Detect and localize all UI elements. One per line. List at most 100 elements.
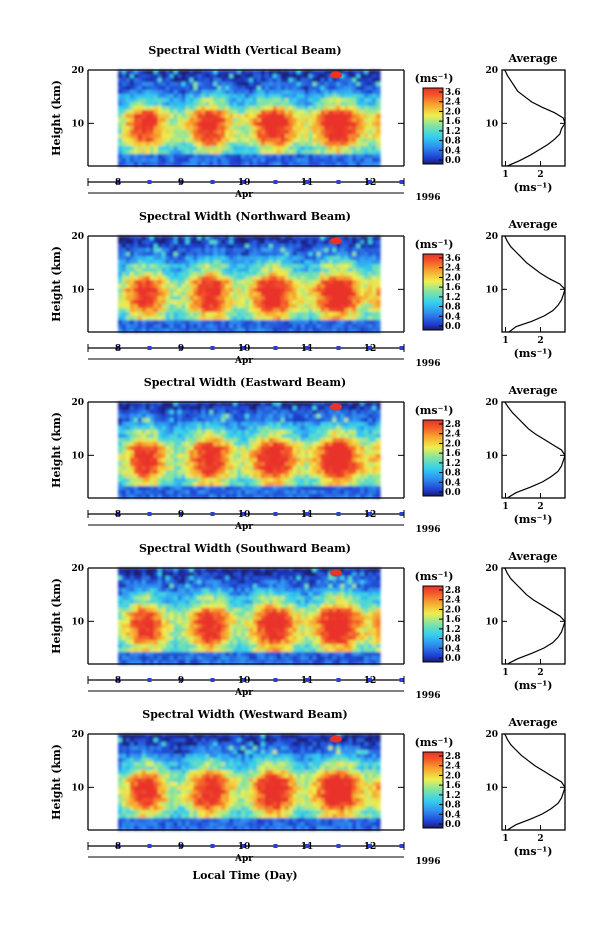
day-marker (305, 512, 309, 516)
profile-title: Average (507, 384, 557, 397)
colorbar-tick-label: 1.6 (445, 615, 461, 625)
colorbar-tick-label: 3.6 (445, 88, 461, 98)
profile-unit: (ms⁻¹) (514, 181, 553, 194)
colorbar-unit: (ms⁻¹) (415, 404, 454, 417)
x-tick-label: 9 (178, 344, 184, 354)
y-tick-label: 10 (71, 617, 84, 627)
day-marker (305, 844, 309, 848)
profile-y-label: 20 (485, 730, 498, 740)
x-tick-label: 8 (115, 842, 121, 852)
x-tick-label: 10 (238, 178, 251, 188)
x-tick-label: 11 (301, 676, 314, 686)
colorbar-tick-label: 0.0 (445, 156, 461, 166)
x-tick-label: 9 (178, 178, 184, 188)
day-marker (399, 844, 404, 848)
day-marker (399, 346, 404, 350)
heatmap-field (118, 402, 381, 499)
day-marker (336, 678, 341, 682)
profile-frame (501, 235, 566, 333)
colorbar-tick-label: 2.0 (445, 107, 461, 117)
x-tick-label: 12 (364, 344, 377, 354)
day-marker (116, 512, 120, 516)
profile-y-label: 10 (485, 783, 498, 793)
colorbar-tick-label: 1.2 (445, 293, 461, 303)
profile-frame (501, 69, 566, 167)
month-label: Apr (234, 356, 253, 366)
x-tick-label: 9 (178, 676, 184, 686)
day-marker (305, 180, 309, 184)
profile-x-label: 1 (502, 834, 508, 844)
panel-3: Spectral Width (Eastward Beam) 20 10 Height… (50, 376, 566, 535)
colorbar (422, 585, 444, 663)
profile-y-label: 20 (485, 232, 498, 242)
colorbar-tick-label: 1.6 (445, 283, 461, 293)
day-marker (116, 678, 120, 682)
y-tick-label: 10 (71, 285, 84, 295)
profile-x-label: 1 (502, 502, 508, 512)
day-marker (210, 844, 215, 848)
colorbar-tick-label: 0.8 (445, 137, 461, 147)
day-marker (147, 180, 152, 184)
day-marker (273, 678, 278, 682)
profile-unit: (ms⁻¹) (514, 347, 553, 360)
day-marker (273, 844, 278, 848)
colorbar-tick-label: 0.0 (445, 654, 461, 664)
echo-blob (330, 569, 342, 577)
day-marker (210, 512, 215, 516)
colorbar-tick-label: 1.6 (445, 449, 461, 459)
y-tick-label: 20 (71, 564, 84, 574)
colorbar-tick-label: 0.4 (445, 810, 461, 820)
month-label: Apr (234, 190, 253, 200)
colorbar-tick-label: 2.4 (445, 596, 461, 606)
x-tick-label: 12 (364, 676, 377, 686)
x-tick-label: 9 (178, 842, 184, 852)
panel-2: Spectral Width (Northward Beam) 20 10 Heigh… (50, 210, 566, 369)
day-marker (399, 678, 404, 682)
day-marker (147, 678, 152, 682)
y-tick-label: 10 (71, 451, 84, 461)
colorbar-tick-label: 2.0 (445, 771, 461, 781)
colorbar-tick-label: 0.8 (445, 303, 461, 313)
panel-title: Spectral Width (Northward Beam) (139, 210, 351, 223)
day-marker (210, 180, 215, 184)
x-tick-label: 11 (301, 510, 314, 520)
year-label: 1996 (415, 857, 440, 867)
day-marker (179, 678, 183, 682)
profile-y-label: 20 (485, 564, 498, 574)
day-marker (242, 346, 246, 350)
x-tick-label: 10 (238, 676, 251, 686)
day-marker (179, 180, 183, 184)
profile-frame (501, 567, 566, 665)
colorbar-tick-label: 1.2 (445, 127, 461, 137)
colorbar (422, 751, 444, 829)
x-tick-label: 10 (238, 510, 251, 520)
day-marker (368, 180, 372, 184)
profile-x-label: 2 (537, 834, 543, 844)
y-tick-label: 10 (71, 119, 84, 129)
echo-blob (330, 403, 342, 411)
panel-4: Spectral Width (Southward Beam) 20 10 Heigh… (50, 542, 566, 701)
day-marker (336, 844, 341, 848)
colorbar-tick-label: 2.0 (445, 273, 461, 283)
profile-x-label: 1 (502, 170, 508, 180)
x-tick-label: 11 (301, 842, 314, 852)
day-marker (242, 512, 246, 516)
heatmap-field (118, 70, 381, 167)
colorbar-tick-label: 0.4 (445, 644, 461, 654)
profile-unit: (ms⁻¹) (514, 845, 553, 858)
year-label: 1996 (415, 525, 440, 535)
profile-x-label: 2 (537, 668, 543, 678)
profile-frame (501, 401, 566, 499)
day-marker (116, 180, 120, 184)
x-tick-label: 10 (238, 344, 251, 354)
profile-x-label: 2 (537, 336, 543, 346)
profile-frame (501, 733, 566, 831)
day-marker (368, 844, 372, 848)
colorbar-unit: (ms⁻¹) (415, 238, 454, 251)
x-tick-label: 12 (364, 842, 377, 852)
day-marker (116, 844, 120, 848)
day-marker (147, 844, 152, 848)
x-tick-label: 11 (301, 344, 314, 354)
colorbar-tick-label: 1.2 (445, 791, 461, 801)
day-marker (179, 346, 183, 350)
